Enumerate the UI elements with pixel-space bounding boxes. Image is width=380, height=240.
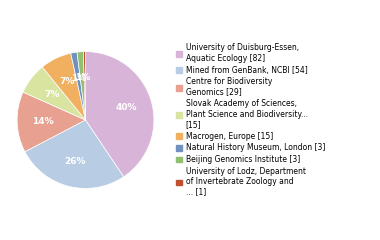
Wedge shape bbox=[17, 92, 85, 152]
Text: 1%: 1% bbox=[74, 73, 90, 82]
Text: 1%: 1% bbox=[71, 74, 86, 83]
Wedge shape bbox=[86, 52, 154, 177]
Legend: University of Duisburg-Essen,
Aquatic Ecology [82], Mined from GenBank, NCBI [54: University of Duisburg-Essen, Aquatic Ec… bbox=[175, 42, 326, 198]
Wedge shape bbox=[23, 67, 86, 120]
Wedge shape bbox=[83, 52, 86, 120]
Wedge shape bbox=[25, 120, 124, 188]
Text: 7%: 7% bbox=[59, 77, 75, 86]
Text: 40%: 40% bbox=[115, 103, 137, 112]
Wedge shape bbox=[42, 53, 86, 120]
Text: 26%: 26% bbox=[64, 157, 86, 166]
Text: 7%: 7% bbox=[44, 90, 60, 99]
Text: 14%: 14% bbox=[32, 117, 54, 126]
Wedge shape bbox=[77, 52, 86, 120]
Wedge shape bbox=[71, 52, 86, 120]
